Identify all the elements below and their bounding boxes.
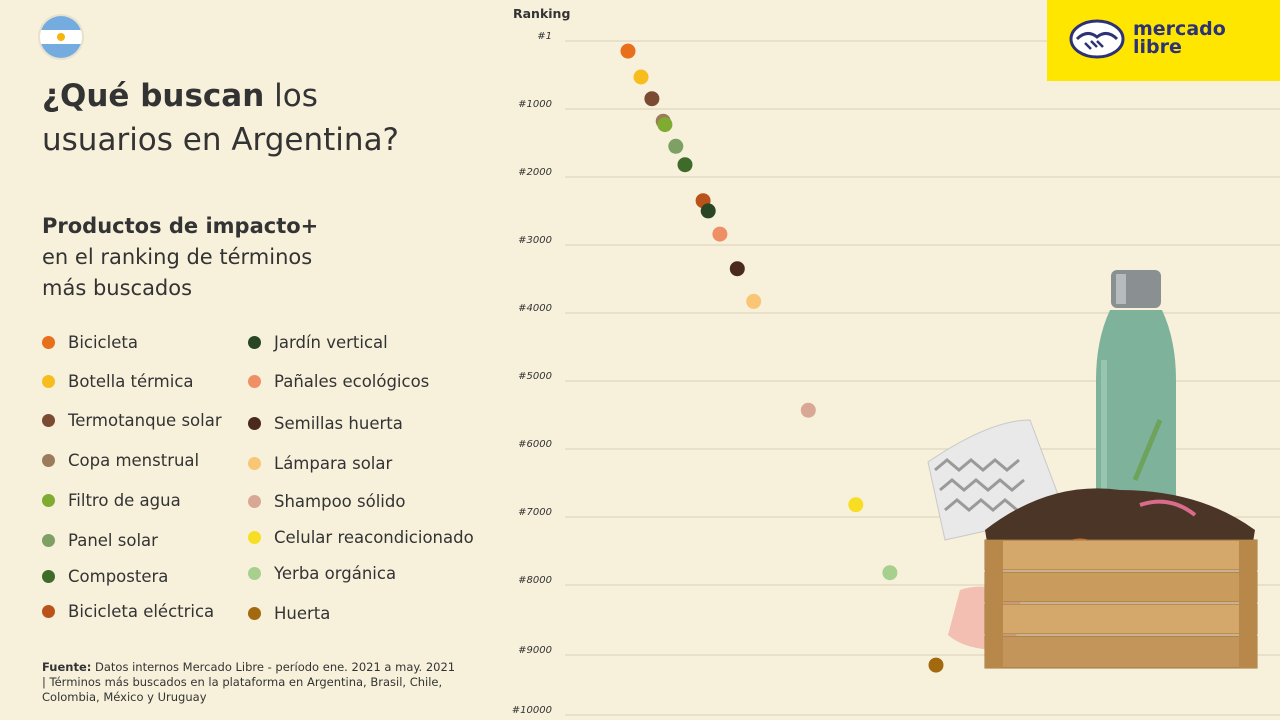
data-point xyxy=(677,157,693,173)
data-point xyxy=(657,117,673,133)
legend-label: Termotanque solar xyxy=(68,411,222,430)
y-tick-label: #10000 xyxy=(512,705,552,716)
legend-dot-icon xyxy=(42,570,55,583)
legend-item: Filtro de agua xyxy=(42,491,181,510)
data-point xyxy=(633,69,649,85)
legend-label: Yerba orgánica xyxy=(274,564,397,583)
legend-dot-icon xyxy=(42,414,55,427)
legend-item: Compostera xyxy=(42,567,168,586)
subtitle-bold: Productos de impacto+ xyxy=(42,214,319,238)
legend-dot-icon xyxy=(42,336,55,349)
legend-label: Pañales ecológicos xyxy=(274,372,430,391)
y-tick-label: #2000 xyxy=(518,167,552,178)
data-point xyxy=(882,565,898,581)
legend-item: Pañales ecológicos xyxy=(248,372,429,391)
legend-item: Copa menstrual xyxy=(42,451,199,470)
handshake-logo-icon xyxy=(1069,19,1125,59)
title-line2: usuarios en Argentina? xyxy=(42,122,400,158)
legend-dot-icon xyxy=(248,495,261,508)
legend-label: Semillas huerta xyxy=(274,414,403,433)
legend-label: Bicicleta xyxy=(68,333,138,352)
legend-item: Panel solar xyxy=(42,531,158,550)
logo-line1: mercado xyxy=(1133,18,1226,40)
legend-item: Celular reacondicionado xyxy=(248,528,474,547)
argentina-flag-icon xyxy=(40,16,82,58)
legend-dot-icon xyxy=(248,457,261,470)
y-tick-label: #4000 xyxy=(518,303,552,314)
legend-item: Semillas huerta xyxy=(248,414,403,433)
subtitle-line2: en el ranking de términos xyxy=(42,245,313,269)
data-point xyxy=(928,657,944,673)
legend-dot-icon xyxy=(248,336,261,349)
data-point xyxy=(712,226,728,242)
legend-label: Compostera xyxy=(68,567,169,586)
source-text: Datos internos Mercado Libre - período e… xyxy=(42,660,456,704)
legend-dot-icon xyxy=(248,607,261,620)
legend-label: Copa menstrual xyxy=(68,451,200,470)
legend-item: Termotanque solar xyxy=(42,411,222,430)
legend-label: Jardín vertical xyxy=(274,333,388,352)
legend-dot-icon xyxy=(248,417,261,430)
legend-label: Lámpara solar xyxy=(274,454,393,473)
legend-item: Jardín vertical xyxy=(248,333,388,352)
data-point xyxy=(746,293,762,309)
legend-dot-icon xyxy=(42,375,55,388)
source-label: Fuente: xyxy=(42,660,92,674)
legend-label: Huerta xyxy=(274,604,331,623)
data-point xyxy=(800,402,816,418)
legend-item: Huerta xyxy=(248,604,330,623)
y-tick-label: #3000 xyxy=(518,235,552,246)
data-point xyxy=(848,497,864,513)
data-point xyxy=(729,261,745,277)
legend-label: Botella térmica xyxy=(68,372,194,391)
title-rest: los xyxy=(264,78,318,114)
data-point xyxy=(668,138,684,154)
y-tick-label: #9000 xyxy=(518,645,552,656)
legend-dot-icon xyxy=(42,454,55,467)
legend-label: Celular reacondicionado xyxy=(274,528,474,547)
legend-label: Panel solar xyxy=(68,531,158,550)
legend-item: Lámpara solar xyxy=(248,454,392,473)
source-note: Fuente: Datos internos Mercado Libre - p… xyxy=(42,660,462,705)
y-tick-label: #7000 xyxy=(518,507,552,518)
legend-dot-icon xyxy=(248,531,261,544)
compost-crate-illustration xyxy=(984,419,1258,669)
legend-dot-icon xyxy=(248,567,261,580)
y-axis-label: Ranking xyxy=(513,6,571,21)
data-point xyxy=(620,43,636,59)
logo-text: mercado libre xyxy=(1133,18,1226,58)
title-bold: ¿Qué buscan xyxy=(42,78,265,114)
mercadolibre-logo: mercado libre xyxy=(1047,0,1280,81)
legend-dot-icon xyxy=(42,534,55,547)
legend-label: Filtro de agua xyxy=(68,491,181,510)
page-title: ¿Qué buscan los usuarios en Argentina? xyxy=(42,74,399,162)
y-tick-label: #8000 xyxy=(518,575,552,586)
legend-item: Bicicleta xyxy=(42,333,138,352)
y-tick-label: #5000 xyxy=(518,371,552,382)
subtitle-line3: más buscados xyxy=(42,276,193,300)
legend-label: Shampoo sólido xyxy=(274,492,406,511)
legend-item: Bicicleta eléctrica xyxy=(42,602,214,621)
legend-dot-icon xyxy=(42,605,55,618)
legend-dot-icon xyxy=(248,375,261,388)
y-tick-label: #6000 xyxy=(518,439,552,450)
y-tick-label: #1 xyxy=(537,31,552,42)
data-point xyxy=(700,203,716,219)
legend-item: Botella térmica xyxy=(42,372,194,391)
logo-line2: libre xyxy=(1133,36,1182,58)
legend-label: Bicicleta eléctrica xyxy=(68,602,215,621)
legend-item: Yerba orgánica xyxy=(248,564,396,583)
data-point xyxy=(644,91,660,107)
subtitle: Productos de impacto+ en el ranking de t… xyxy=(42,211,318,304)
thermal-bottle-illustration xyxy=(1096,270,1176,520)
y-tick-label: #1000 xyxy=(518,99,552,110)
legend-item: Shampoo sólido xyxy=(248,492,405,511)
legend-dot-icon xyxy=(42,494,55,507)
